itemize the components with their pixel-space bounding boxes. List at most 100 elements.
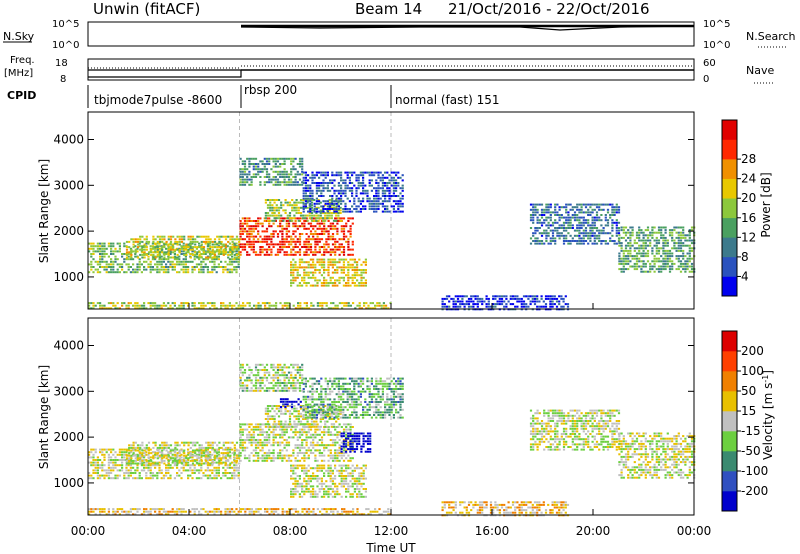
velocity-echo-region-5 [302, 377, 404, 419]
power-echo-region-2 [125, 235, 241, 259]
velocity-echo-region-13 [279, 398, 302, 408]
power-echo-region-3 [239, 217, 354, 256]
velocity-echo-region-6 [290, 464, 367, 498]
xtick-label: 20:00 [576, 524, 611, 538]
power-ytick-label: 4000 [53, 132, 84, 146]
power-echo-region-9 [529, 203, 621, 245]
nsky-tick-top-right: 10^5 [703, 19, 730, 30]
freq-tick-top-right: 60 [703, 58, 716, 69]
xtick-label: 00:00 [677, 524, 712, 538]
nave-label: Nave [746, 64, 774, 77]
cpid-segment-2: rbsp 200 [244, 83, 297, 97]
velocity-colorbar-swatch [722, 411, 737, 432]
power-panel: 1000 2000 3000 4000 Slant Range [km] [37, 111, 696, 311]
power-echo-region-5 [302, 171, 404, 213]
freq-strip: Freq. [MHz] 18 8 60 0 Nave [4, 55, 775, 85]
velocity-colorbar-tick-label: 50 [741, 384, 756, 398]
xtick-label: 08:00 [273, 524, 308, 538]
power-echo-region-4 [264, 199, 342, 222]
date-range-title: 21/Oct/2016 - 22/Oct/2016 [448, 0, 650, 18]
velocity-colorbar-tick-label: 200 [741, 344, 764, 358]
power-colorbar-swatch [722, 120, 737, 140]
power-colorbar-tick-label: 8 [741, 250, 749, 264]
velocity-colorbar-swatch [722, 431, 737, 452]
power-colorbar-swatch [722, 139, 737, 160]
power-colorbar-tick-label: 16 [741, 211, 756, 225]
power-colorbar-swatch [722, 178, 737, 199]
nsky-label: N.Sky [3, 30, 35, 43]
power-colorbar-swatch [722, 159, 737, 179]
power-colorbar-tick-label: 20 [741, 191, 756, 205]
velocity-echo-region-4 [264, 405, 342, 428]
cpid-label: CPID [7, 89, 36, 102]
velocity-echo-region-10 [618, 432, 696, 479]
power-colorbar-tick-label: 12 [741, 230, 756, 244]
time-axis: 00:00 04:00 08:00 12:00 16:00 20:00 00:00 [71, 303, 712, 538]
time-axis-label: Time UT [365, 541, 416, 554]
velocity-echo-region-9 [529, 409, 621, 451]
nsky-tick-bottom-left: 10^0 [52, 40, 79, 51]
power-y-axis-label: Slant Range [km] [37, 159, 51, 263]
power-colorbar-tick-label: 24 [741, 172, 756, 186]
power-echoes [88, 112, 696, 311]
xtick-label: 16:00 [475, 524, 510, 538]
velocity-colorbar-tick-label: -50 [741, 444, 761, 458]
power-colorbar: 4 8 12 16 20 24 28 [721, 119, 756, 297]
velocity-ytick-label: 1000 [53, 476, 84, 490]
velocity-colorbar-tick-label: 15 [741, 404, 756, 418]
velocity-echo-region-8 [441, 501, 570, 517]
beam-title: Beam 14 [355, 0, 422, 18]
xtick-label: 00:00 [71, 524, 106, 538]
xtick-label: 04:00 [172, 524, 207, 538]
power-ytick-label: 1000 [53, 270, 84, 284]
power-echo-region-8 [441, 295, 570, 311]
velocity-y-axis: 1000 2000 3000 4000 [53, 338, 694, 490]
freq-trace-1 [88, 69, 242, 78]
velocity-echo-region-7 [239, 363, 304, 392]
power-colorbar-swatch [722, 198, 737, 219]
velocity-colorbar-swatch [722, 491, 737, 512]
freq-tick-top-left: 18 [55, 58, 68, 69]
velocity-colorbar-swatch [722, 331, 737, 352]
nsearch-label: N.Search [746, 30, 796, 43]
power-echo-region-11 [88, 302, 392, 310]
power-echo-region-10 [618, 226, 696, 273]
velocity-echo-region-12 [340, 432, 372, 453]
cpid-strip: CPID tbjmode7pulse -8600 rbsp 200 normal… [7, 83, 499, 108]
power-ytick-label: 2000 [53, 224, 84, 238]
velocity-colorbar-frame [721, 330, 738, 512]
velocity-colorbar-swatch [722, 391, 737, 412]
velocity-ytick-label: 3000 [53, 384, 84, 398]
freq-label-2: [MHz] [4, 68, 33, 79]
cpid-segment-3: normal (fast) 151 [395, 93, 499, 107]
power-colorbar-frame [721, 119, 738, 297]
power-colorbar-tick-label: 28 [741, 152, 756, 166]
velocity-colorbar-swatch [722, 451, 737, 472]
power-colorbar-swatch [722, 256, 737, 277]
freq-label-1: Freq. [10, 55, 35, 66]
velocity-ytick-label: 2000 [53, 430, 84, 444]
power-colorbar-swatch [722, 237, 737, 258]
velocity-echo-region-3 [239, 423, 354, 462]
power-echo-region-6 [290, 258, 367, 287]
velocity-colorbar-tick-label: -15 [741, 424, 761, 438]
velocity-colorbar-tick-label: 100 [741, 364, 764, 378]
velocity-echoes [88, 318, 696, 517]
power-y-axis: 1000 2000 3000 4000 [53, 132, 694, 284]
velocity-colorbar-swatch [722, 371, 737, 392]
velocity-colorbar-swatch [722, 471, 737, 492]
velocity-colorbar-swatch [722, 351, 737, 372]
nsky-frame [87, 21, 695, 47]
power-colorbar-swatch [722, 217, 737, 238]
cpid-segment-1: tbjmode7pulse -8600 [94, 93, 222, 107]
velocity-ytick-label: 4000 [53, 338, 84, 352]
freq-tick-bottom-left: 8 [60, 74, 66, 85]
nsearch-trace [240, 25, 695, 31]
power-colorbar-tick-label: 4 [741, 269, 749, 283]
power-colorbar-swatch [722, 276, 737, 297]
power-echo-region-7 [239, 157, 304, 186]
velocity-y-axis-label: Slant Range [km] [37, 365, 51, 469]
velocity-echo-region-2 [125, 441, 241, 465]
velocity-colorbar-label: Velocity [m s-1] [761, 370, 775, 460]
